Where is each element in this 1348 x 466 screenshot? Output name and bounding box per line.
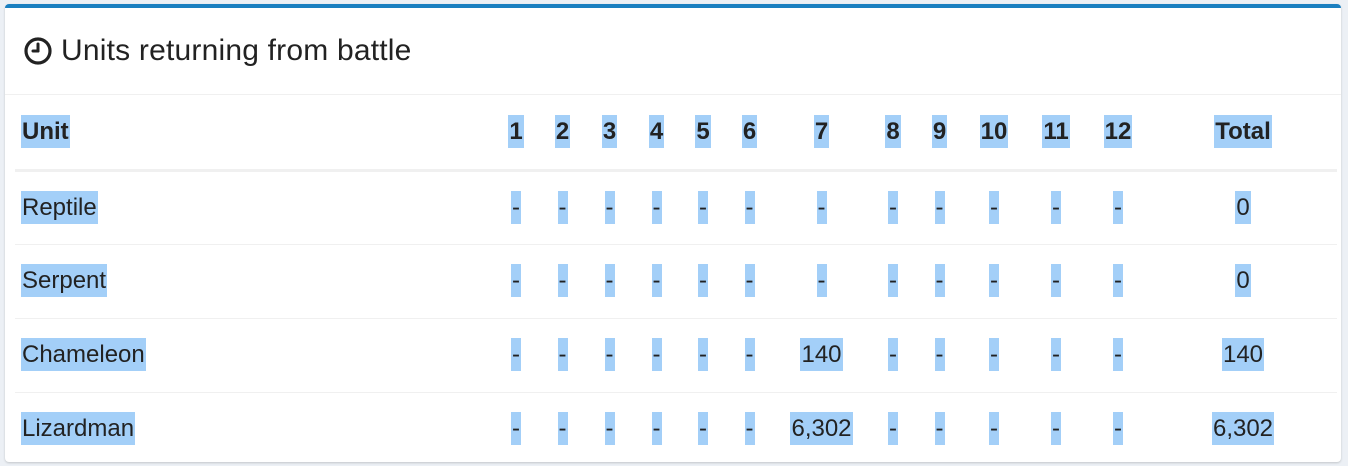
returning-count-cell: - xyxy=(539,243,586,318)
header-col-1[interactable]: 1 xyxy=(493,96,539,172)
header-col-12[interactable]: 12 xyxy=(1087,96,1149,172)
unit-name-cell: Chameleon xyxy=(15,317,493,392)
header-col-3[interactable]: 3 xyxy=(586,96,633,172)
returning-count-cell: - xyxy=(916,243,963,318)
header-col-6[interactable]: 6 xyxy=(726,96,773,172)
returning-count-cell: - xyxy=(633,170,680,244)
returning-count-cell: - xyxy=(1087,391,1149,466)
header-col-2[interactable]: 2 xyxy=(539,96,586,172)
table-header-row: Unit 1 2 3 4 5 6 7 8 9 10 11 12 Total xyxy=(15,96,1337,172)
returning-count-cell: - xyxy=(773,243,870,318)
units-table: Unit 1 2 3 4 5 6 7 8 9 10 11 12 Total Re… xyxy=(15,96,1337,466)
units-returning-panel: Units returning from battle Unit 1 2 3 xyxy=(5,4,1341,466)
clock-icon xyxy=(24,37,52,65)
returning-count-cell: - xyxy=(963,317,1025,392)
total-cell: 0 xyxy=(1149,170,1337,244)
returning-count-cell: - xyxy=(726,170,773,244)
panel-title: Units returning from battle xyxy=(61,34,412,67)
header-col-9[interactable]: 9 xyxy=(916,96,963,172)
returning-count-cell: - xyxy=(963,170,1025,244)
unit-name-cell: Serpent xyxy=(15,243,493,318)
returning-count-cell: - xyxy=(586,170,633,244)
returning-count-cell: - xyxy=(586,317,633,392)
returning-count-cell: - xyxy=(1025,243,1087,318)
header-col-10[interactable]: 10 xyxy=(963,96,1025,172)
returning-count-cell: - xyxy=(870,170,916,244)
returning-count-cell: 6,302 xyxy=(773,391,870,466)
returning-count-cell: - xyxy=(539,391,586,466)
header-col-11[interactable]: 11 xyxy=(1025,96,1087,172)
header-total[interactable]: Total xyxy=(1149,96,1337,172)
unit-name-cell: Lizardman xyxy=(15,391,493,466)
returning-count-cell: - xyxy=(680,391,726,466)
header-unit[interactable]: Unit xyxy=(15,96,493,172)
total-cell: 0 xyxy=(1149,243,1337,318)
returning-count-cell: - xyxy=(963,243,1025,318)
returning-count-cell: - xyxy=(680,243,726,318)
header-col-4[interactable]: 4 xyxy=(633,96,680,172)
header-col-7[interactable]: 7 xyxy=(773,96,870,172)
returning-count-cell: - xyxy=(493,391,539,466)
returning-count-cell: - xyxy=(1087,170,1149,244)
returning-count-cell: - xyxy=(539,317,586,392)
returning-count-cell: - xyxy=(539,170,586,244)
returning-count-cell: - xyxy=(1025,170,1087,244)
returning-count-cell: - xyxy=(586,391,633,466)
header-col-8[interactable]: 8 xyxy=(870,96,916,172)
returning-count-cell: - xyxy=(726,317,773,392)
unit-name-cell: Reptile xyxy=(15,170,493,244)
returning-count-cell: 140 xyxy=(773,317,870,392)
returning-count-cell: - xyxy=(773,170,870,244)
returning-count-cell: - xyxy=(916,170,963,244)
header-col-5[interactable]: 5 xyxy=(680,96,726,172)
returning-count-cell: - xyxy=(916,391,963,466)
returning-count-cell: - xyxy=(633,317,680,392)
returning-count-cell: - xyxy=(1087,317,1149,392)
returning-count-cell: - xyxy=(870,391,916,466)
returning-count-cell: - xyxy=(1025,317,1087,392)
returning-count-cell: - xyxy=(1087,243,1149,318)
panel-header: Units returning from battle xyxy=(5,8,1341,95)
returning-count-cell: - xyxy=(680,170,726,244)
returning-count-cell: - xyxy=(916,317,963,392)
returning-count-cell: - xyxy=(493,170,539,244)
table-row: Chameleon - - - - - -140- - - - -140 xyxy=(15,317,1337,392)
table-row: Reptile - - - - - - - - - - - -0 xyxy=(15,170,1337,244)
returning-count-cell: - xyxy=(726,391,773,466)
table-row: Serpent - - - - - - - - - - - -0 xyxy=(15,243,1337,318)
total-cell: 6,302 xyxy=(1149,391,1337,466)
returning-count-cell: - xyxy=(680,317,726,392)
returning-count-cell: - xyxy=(493,317,539,392)
returning-count-cell: - xyxy=(633,391,680,466)
returning-count-cell: - xyxy=(726,243,773,318)
returning-count-cell: - xyxy=(963,391,1025,466)
returning-count-cell: - xyxy=(493,243,539,318)
returning-count-cell: - xyxy=(1025,391,1087,466)
returning-count-cell: - xyxy=(870,243,916,318)
total-cell: 140 xyxy=(1149,317,1337,392)
returning-count-cell: - xyxy=(633,243,680,318)
returning-count-cell: - xyxy=(870,317,916,392)
table-row: Lizardman - - - - - -6,302- - - - -6,302 xyxy=(15,391,1337,466)
returning-count-cell: - xyxy=(586,243,633,318)
